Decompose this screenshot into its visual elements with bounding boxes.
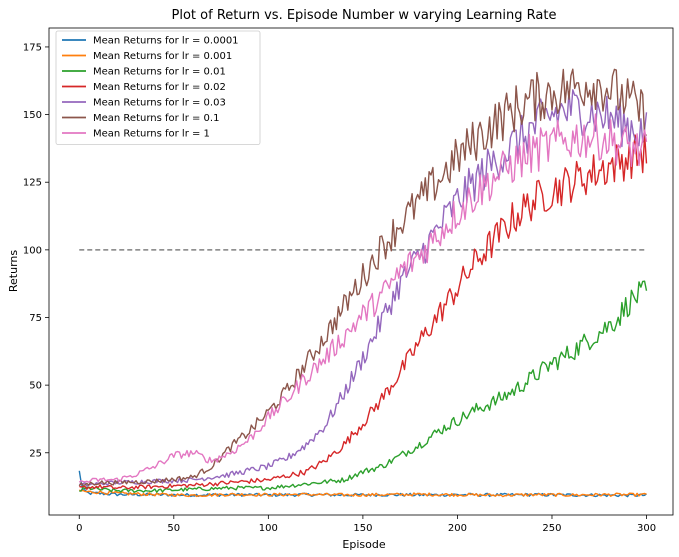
x-tick-label: 100	[259, 523, 278, 534]
legend-label-6: Mean Returns for lr = 1	[93, 129, 210, 140]
legend-label-5: Mean Returns for lr = 0.1	[93, 113, 219, 124]
x-tick-label: 250	[542, 523, 561, 534]
legend-label-2: Mean Returns for lr = 0.01	[93, 67, 226, 78]
legend-label-1: Mean Returns for lr = 0.001	[93, 51, 232, 62]
x-tick-label: 0	[76, 523, 82, 534]
series-line-2	[79, 280, 648, 493]
series-line-6	[78, 113, 648, 483]
y-axis-label: Returns	[7, 250, 20, 293]
y-tick-label: 75	[29, 313, 42, 324]
y-tick-label: 25	[29, 448, 42, 459]
legend-label-4: Mean Returns for lr = 0.03	[93, 98, 226, 109]
plot-area	[48, 27, 674, 516]
y-tick-label: 50	[29, 381, 42, 392]
plot-frame	[48, 27, 674, 516]
legend-box	[55, 30, 261, 145]
chart-title: Plot of Return vs. Episode Number w vary…	[172, 8, 557, 23]
x-axis-label: Episode	[342, 538, 385, 551]
series-line-3	[79, 133, 648, 490]
series-line-1	[78, 489, 647, 498]
y-tick-label: 125	[23, 178, 42, 189]
y-tick-label: 175	[23, 42, 42, 53]
x-tick-label: 50	[167, 523, 180, 534]
series-layer	[78, 68, 648, 498]
series-line-5	[78, 68, 648, 487]
y-tick-label: 100	[23, 245, 42, 256]
x-axis: 0 50 100 150 200 250 300	[76, 515, 656, 534]
x-tick-label: 300	[637, 523, 656, 534]
y-axis: 25 50 75 100 125 150 175	[23, 42, 49, 459]
legend-label-3: Mean Returns for lr = 0.02	[93, 82, 226, 93]
legend: Mean Returns for lr = 0.0001 Mean Returns…	[55, 30, 261, 145]
y-tick-label: 150	[23, 110, 42, 121]
x-tick-label: 150	[353, 523, 372, 534]
x-tick-label: 200	[448, 523, 467, 534]
legend-label-0: Mean Returns for lr = 0.0001	[93, 36, 239, 47]
